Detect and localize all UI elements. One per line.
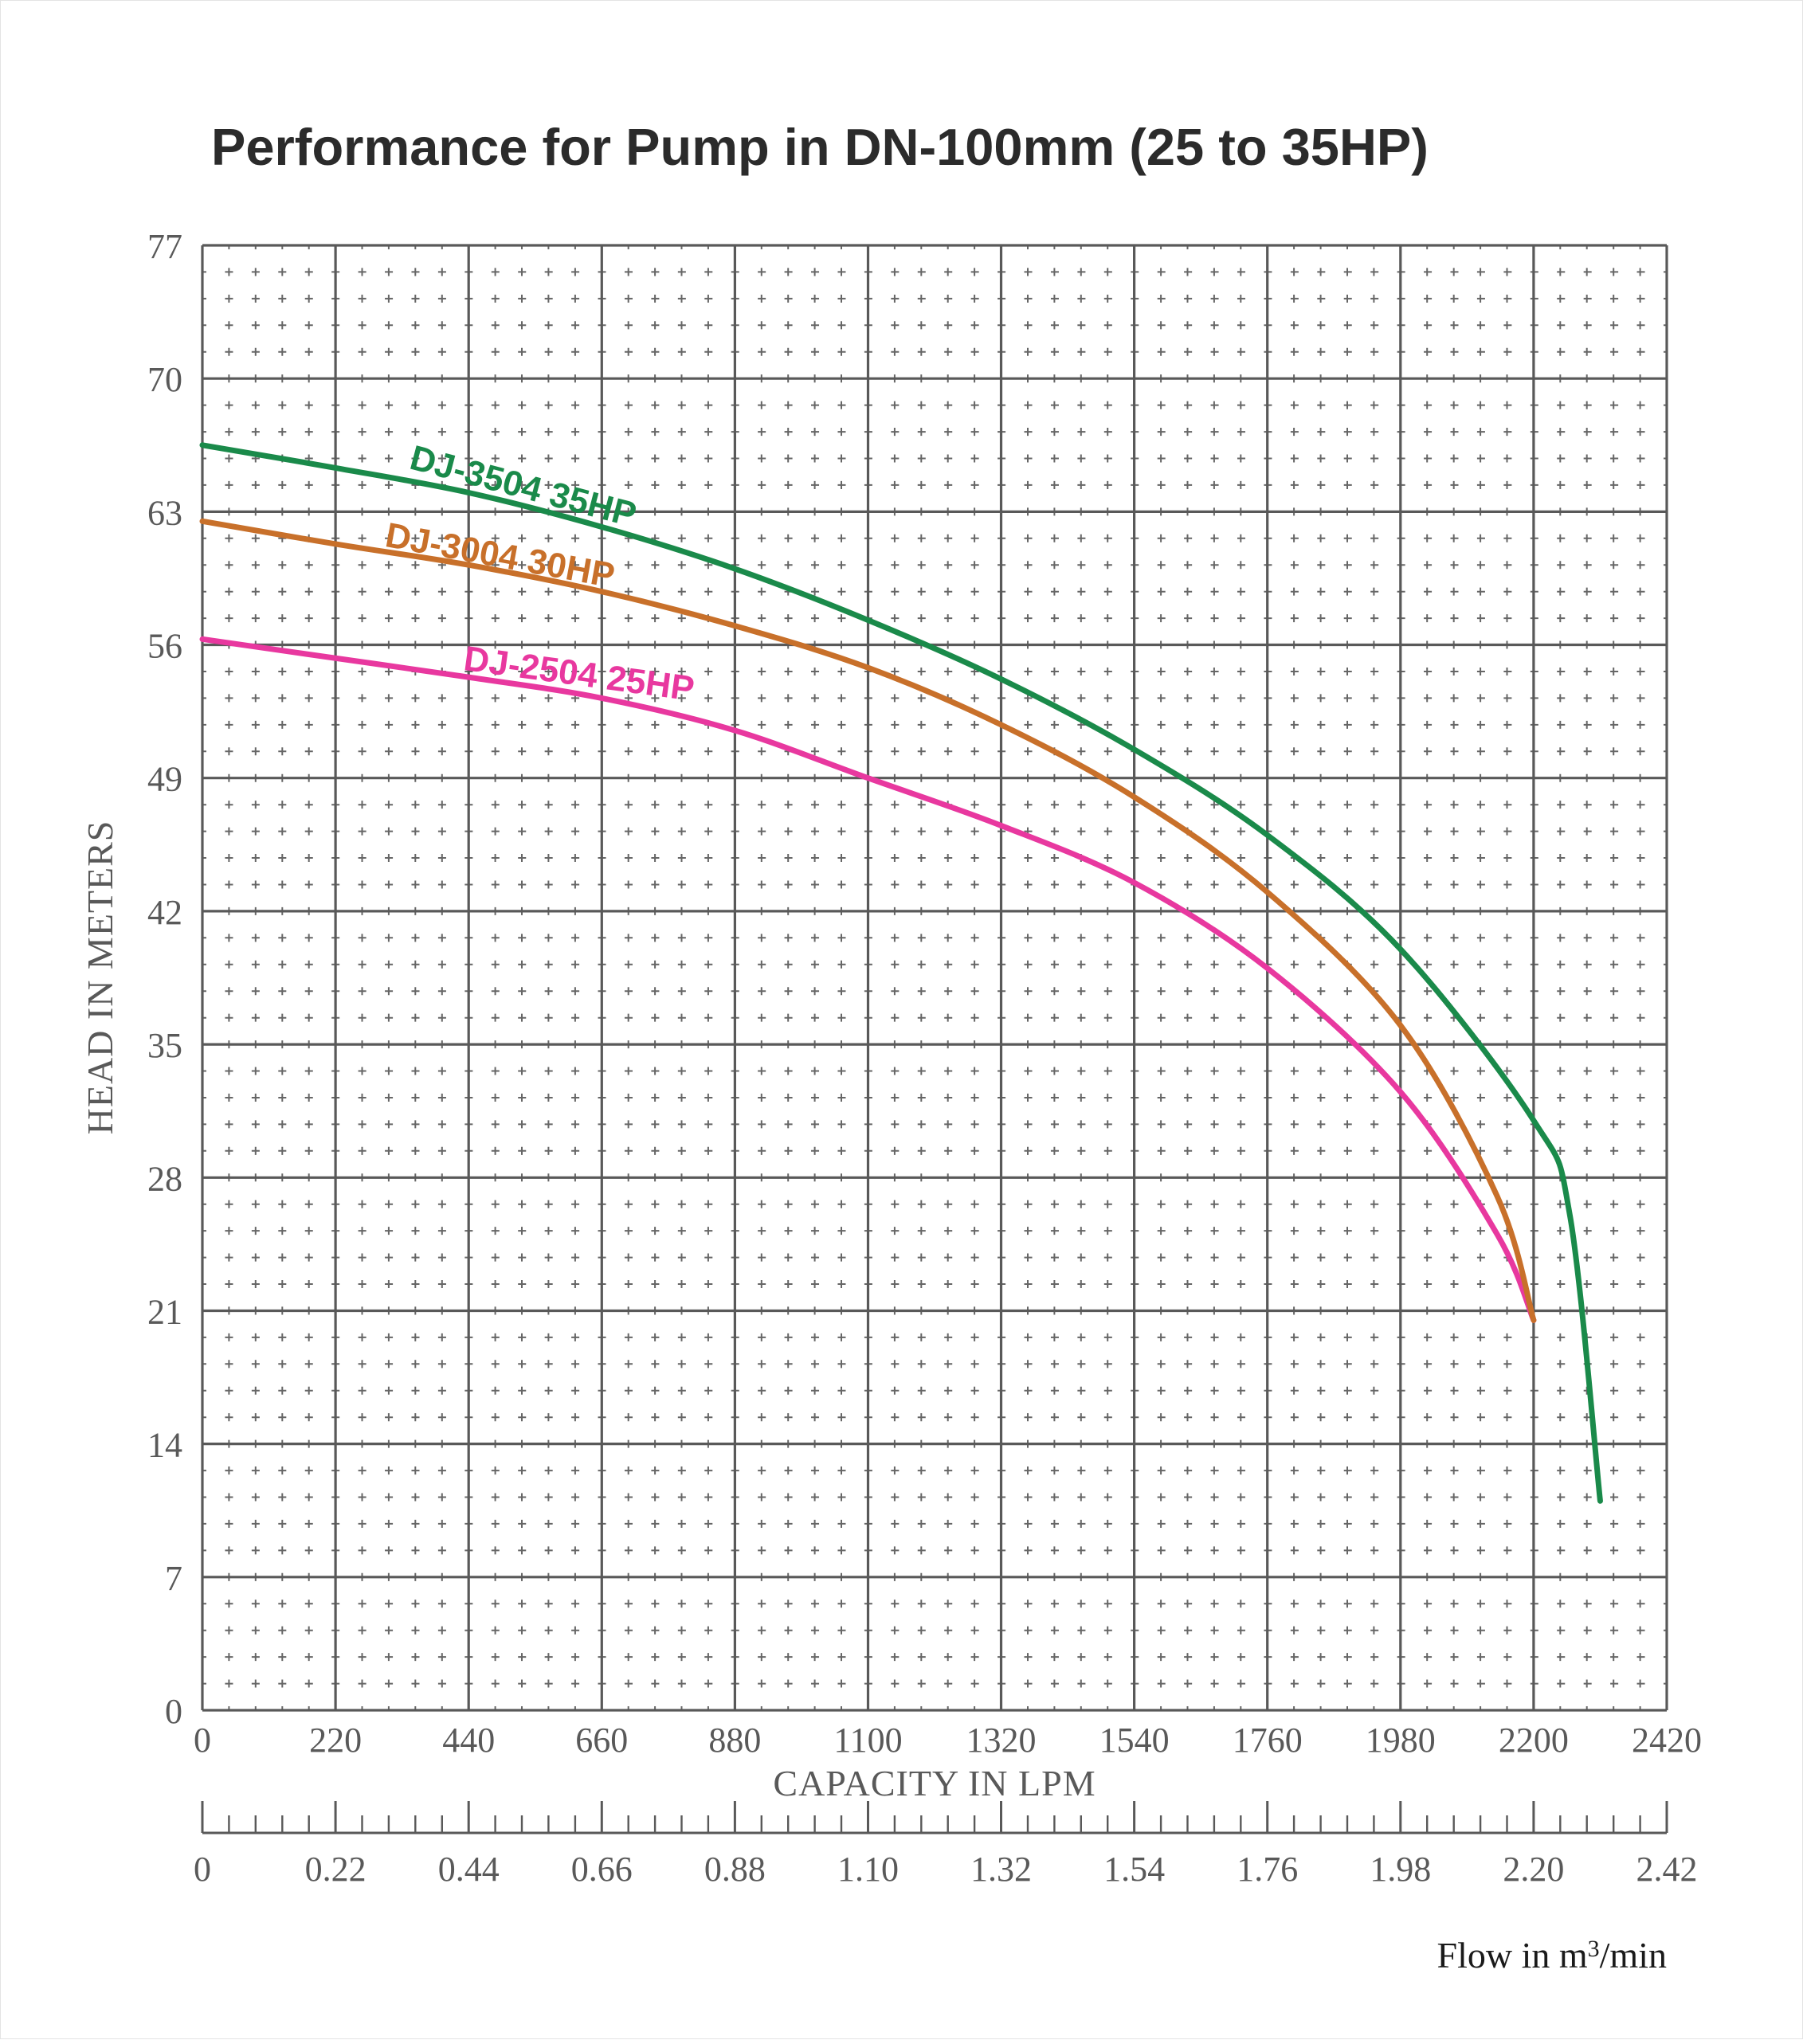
svg-text:220: 220 bbox=[309, 1721, 362, 1760]
svg-text:7: 7 bbox=[165, 1559, 182, 1598]
svg-text:660: 660 bbox=[575, 1721, 628, 1760]
svg-text:2.20: 2.20 bbox=[1503, 1850, 1564, 1889]
svg-text:1.10: 1.10 bbox=[837, 1850, 899, 1889]
svg-text:56: 56 bbox=[147, 627, 182, 666]
svg-text:2200: 2200 bbox=[1499, 1721, 1569, 1760]
svg-text:0.22: 0.22 bbox=[305, 1850, 366, 1889]
svg-text:1.76: 1.76 bbox=[1237, 1850, 1298, 1889]
svg-text:2.42: 2.42 bbox=[1636, 1850, 1698, 1889]
svg-text:440: 440 bbox=[442, 1721, 495, 1760]
svg-text:880: 880 bbox=[708, 1721, 761, 1760]
svg-text:0.88: 0.88 bbox=[704, 1850, 766, 1889]
svg-text:1760: 1760 bbox=[1233, 1721, 1303, 1760]
svg-text:0.66: 0.66 bbox=[571, 1850, 633, 1889]
svg-text:28: 28 bbox=[147, 1159, 182, 1198]
svg-text:21: 21 bbox=[147, 1293, 182, 1332]
svg-text:42: 42 bbox=[147, 893, 182, 932]
svg-text:0: 0 bbox=[194, 1721, 211, 1760]
svg-text:0: 0 bbox=[194, 1850, 211, 1889]
svg-text:1.98: 1.98 bbox=[1370, 1850, 1431, 1889]
svg-text:HEAD IN METERS: HEAD IN METERS bbox=[80, 820, 120, 1135]
svg-text:1980: 1980 bbox=[1366, 1721, 1436, 1760]
svg-text:0.44: 0.44 bbox=[438, 1850, 500, 1889]
svg-text:49: 49 bbox=[147, 760, 182, 799]
svg-text:63: 63 bbox=[147, 493, 182, 532]
svg-text:1100: 1100 bbox=[833, 1721, 902, 1760]
svg-text:70: 70 bbox=[147, 360, 182, 399]
svg-text:Flow in m3/min: Flow in m3/min bbox=[1437, 1935, 1668, 1975]
svg-text:35: 35 bbox=[147, 1026, 182, 1065]
svg-text:1540: 1540 bbox=[1099, 1721, 1170, 1760]
svg-text:14: 14 bbox=[147, 1426, 182, 1465]
svg-text:0: 0 bbox=[165, 1692, 182, 1731]
svg-text:77: 77 bbox=[147, 227, 182, 266]
svg-text:2420: 2420 bbox=[1632, 1721, 1702, 1760]
svg-text:1.32: 1.32 bbox=[970, 1850, 1032, 1889]
svg-text:CAPACITY IN LPM: CAPACITY IN LPM bbox=[773, 1763, 1096, 1803]
svg-text:DJ-3004 30HP: DJ-3004 30HP bbox=[382, 515, 617, 595]
svg-text:1320: 1320 bbox=[966, 1721, 1037, 1760]
svg-text:1.54: 1.54 bbox=[1103, 1850, 1165, 1889]
